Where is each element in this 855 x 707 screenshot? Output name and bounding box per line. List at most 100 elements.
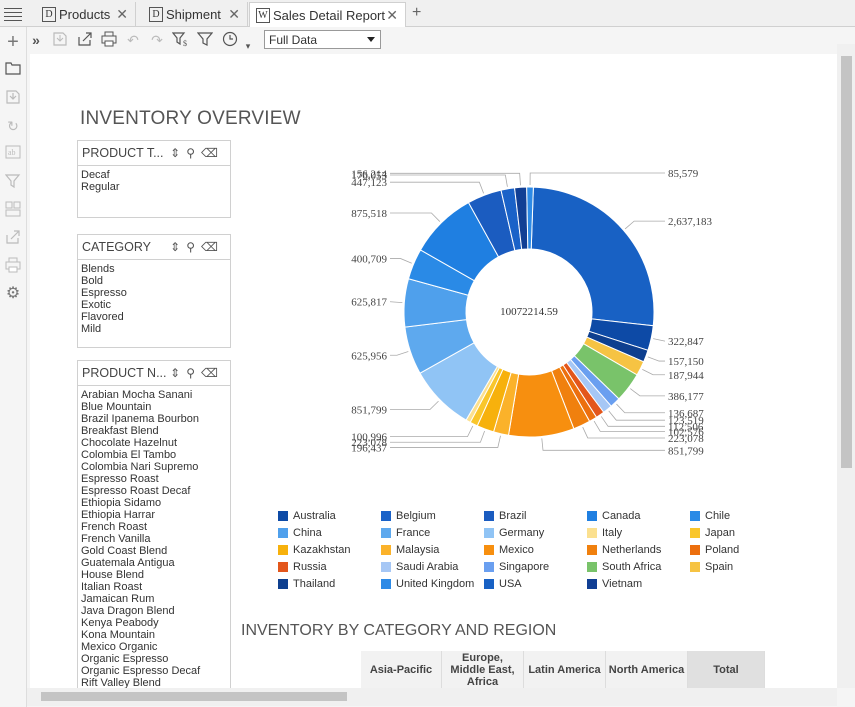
horizontal-scrollbar[interactable]: [27, 688, 837, 706]
sort-icon[interactable]: ⇕: [170, 146, 187, 160]
redo-icon[interactable]: ↷: [151, 32, 163, 48]
clear-icon[interactable]: ⌫: [201, 366, 224, 380]
search-icon[interactable]: ⚲: [186, 366, 202, 380]
list-item[interactable]: Guatemala Antigua: [81, 557, 175, 569]
scroll-thumb[interactable]: [41, 692, 347, 701]
list-item[interactable]: Bold: [81, 275, 104, 287]
legend-item[interactable]: Germany: [484, 527, 544, 539]
legend-item[interactable]: Chile: [690, 510, 730, 522]
layout-icon[interactable]: [4, 201, 22, 219]
export-icon[interactable]: [4, 229, 22, 247]
list-item[interactable]: Rift Valley Blend: [81, 677, 161, 688]
list-item[interactable]: Espresso Roast Decaf: [81, 485, 191, 497]
tab-products[interactable]: D Products ✕: [36, 2, 136, 27]
vertical-scrollbar[interactable]: [837, 44, 855, 688]
list-item[interactable]: Ethiopia Harrar: [81, 509, 155, 521]
download-icon[interactable]: [51, 31, 69, 49]
legend-item[interactable]: Poland: [690, 544, 739, 556]
list-item[interactable]: Colombia Nari Supremo: [81, 461, 199, 473]
legend-item[interactable]: Canada: [587, 510, 641, 522]
filter-clear-icon[interactable]: [4, 173, 22, 191]
legend-item[interactable]: Brazil: [484, 510, 527, 522]
list-item[interactable]: Arabian Mocha Sanani: [81, 389, 193, 401]
close-icon[interactable]: ✕: [116, 6, 128, 22]
list-item[interactable]: Kona Mountain: [81, 629, 155, 641]
list-item[interactable]: Regular: [81, 181, 120, 193]
list-item[interactable]: Blue Mountain: [81, 401, 152, 413]
legend-item[interactable]: China: [278, 527, 322, 539]
list-item[interactable]: House Blend: [81, 569, 144, 581]
list-item[interactable]: Blends: [81, 263, 115, 275]
refresh-icon[interactable]: ↻: [7, 118, 19, 134]
list-item[interactable]: Chocolate Hazelnut: [81, 437, 178, 449]
share-icon[interactable]: [76, 31, 94, 49]
donut-slice[interactable]: [526, 186, 534, 250]
close-icon[interactable]: ✕: [386, 7, 398, 23]
list-item[interactable]: Mild: [81, 323, 102, 335]
menu-icon[interactable]: [4, 5, 22, 21]
search-icon[interactable]: ⚲: [186, 146, 202, 160]
legend-item[interactable]: Kazakhstan: [278, 544, 350, 556]
list-item[interactable]: Exotic: [81, 299, 111, 311]
print-icon[interactable]: [4, 257, 22, 275]
legend-item[interactable]: Russia: [278, 561, 327, 573]
column-header[interactable]: North America: [606, 651, 688, 688]
text-icon[interactable]: ab: [4, 145, 22, 163]
list-item[interactable]: Organic Espresso Decaf: [81, 665, 201, 677]
legend-item[interactable]: Australia: [278, 510, 336, 522]
list-item[interactable]: Kenya Peabody: [81, 617, 159, 629]
filter-icon[interactable]: [196, 31, 214, 49]
list-item[interactable]: Italian Roast: [81, 581, 143, 593]
column-header[interactable]: Latin America: [524, 651, 606, 688]
tab-shipment[interactable]: D Shipment ✕: [143, 2, 248, 27]
filter-dollar-icon[interactable]: $: [171, 31, 190, 49]
list-item[interactable]: Java Dragon Blend: [81, 605, 175, 617]
save-icon[interactable]: [4, 89, 22, 107]
list-item[interactable]: French Roast: [81, 521, 148, 533]
list-item[interactable]: French Vanilla: [81, 533, 151, 545]
legend-item[interactable]: Spain: [690, 561, 733, 573]
legend-item[interactable]: United Kingdom: [381, 578, 474, 590]
legend-item[interactable]: Belgium: [381, 510, 436, 522]
data-mode-select[interactable]: Full Data: [264, 30, 381, 49]
close-icon[interactable]: ✕: [228, 6, 240, 22]
legend-item[interactable]: Italy: [587, 527, 622, 539]
new-icon[interactable]: +: [7, 31, 19, 53]
legend-item[interactable]: Saudi Arabia: [381, 561, 458, 573]
expand-chevron-icon[interactable]: »: [32, 32, 40, 48]
legend-item[interactable]: South Africa: [587, 561, 661, 573]
undo-icon[interactable]: ↶: [127, 32, 139, 48]
column-header[interactable]: Asia-Pacific: [361, 651, 442, 688]
tab-sales-detail-report[interactable]: W Sales Detail Report ✕: [249, 2, 406, 28]
list-item[interactable]: Decaf: [81, 169, 110, 181]
column-header[interactable]: Europe, Middle East, Africa: [442, 651, 524, 688]
list-item[interactable]: Ethiopia Sidamo: [81, 497, 162, 509]
list-item[interactable]: Jamaican Rum: [81, 593, 155, 605]
scroll-thumb[interactable]: [841, 56, 852, 468]
search-icon[interactable]: ⚲: [186, 240, 202, 254]
list-item[interactable]: Brazil Ipanema Bourbon: [81, 413, 200, 425]
legend-item[interactable]: France: [381, 527, 430, 539]
dropdown-arrow-icon[interactable]: ▾: [245, 41, 251, 51]
legend-item[interactable]: Thailand: [278, 578, 335, 590]
column-header-total[interactable]: Total: [688, 651, 765, 688]
list-item[interactable]: Flavored: [81, 311, 124, 323]
print-icon[interactable]: [100, 31, 118, 49]
clear-icon[interactable]: ⌫: [201, 240, 224, 254]
legend-item[interactable]: Japan: [690, 527, 735, 539]
legend-item[interactable]: Malaysia: [381, 544, 439, 556]
legend-item[interactable]: USA: [484, 578, 522, 590]
list-item[interactable]: Espresso: [81, 287, 127, 299]
settings-gear-icon[interactable]: ⚙: [5, 285, 21, 302]
list-item[interactable]: Mexico Organic: [81, 641, 158, 653]
sort-icon[interactable]: ⇕: [170, 366, 187, 380]
legend-item[interactable]: Netherlands: [587, 544, 661, 556]
legend-item[interactable]: Singapore: [484, 561, 549, 573]
clear-icon[interactable]: ⌫: [201, 146, 224, 160]
legend-item[interactable]: Mexico: [484, 544, 534, 556]
donut-slice[interactable]: [530, 186, 655, 327]
clock-icon[interactable]: [221, 31, 239, 49]
legend-item[interactable]: Vietnam: [587, 578, 642, 590]
list-item[interactable]: Organic Espresso: [81, 653, 169, 665]
add-tab-icon[interactable]: +: [412, 4, 422, 21]
